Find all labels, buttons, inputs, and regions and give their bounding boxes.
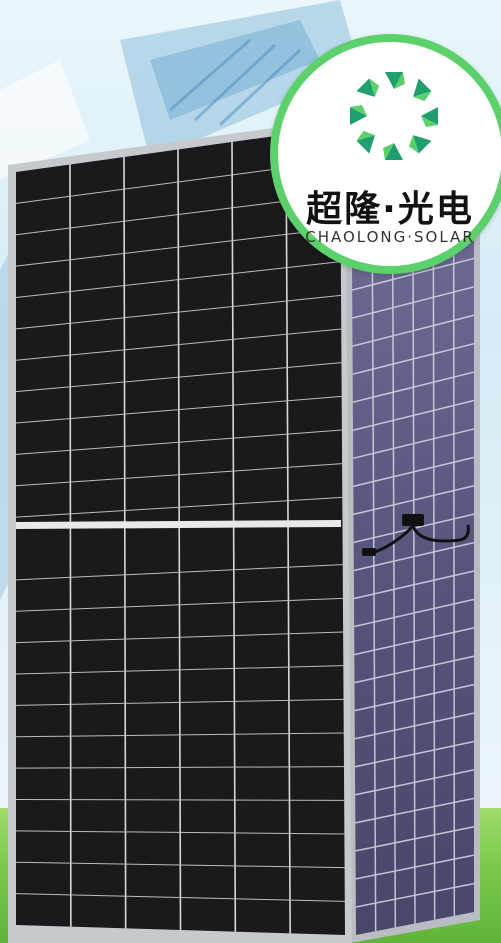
cell-row-line <box>15 766 344 769</box>
cell-row-line <box>15 463 343 487</box>
rear-cell-row-line <box>355 769 475 796</box>
cell-row-line <box>15 861 345 869</box>
rear-cell-row-line <box>354 598 475 628</box>
cell-row-line <box>15 429 342 455</box>
junction-box <box>402 514 424 526</box>
brand-name-english: CHAOLONG·SOLAR <box>305 228 475 246</box>
cell-row-line <box>15 732 344 738</box>
cell-column-line <box>69 164 72 927</box>
rear-cell-row-line <box>352 371 475 403</box>
rear-cell-row-line <box>354 627 475 656</box>
rear-cell-row-line <box>355 797 475 824</box>
logo-petal <box>356 78 380 97</box>
logo-petal-icon <box>350 72 438 160</box>
cell-row-line <box>15 893 345 902</box>
cell-row-line <box>15 564 343 581</box>
logo-petal <box>413 78 432 102</box>
logo-petal <box>356 130 375 154</box>
logo-petal <box>350 105 367 125</box>
rear-cell-row-line <box>352 342 475 375</box>
logo-petal <box>385 72 405 89</box>
rear-cell-row-line <box>352 314 475 347</box>
cell-row-line <box>15 496 343 518</box>
cell-row-line <box>15 261 341 298</box>
cell-row-line <box>15 830 345 835</box>
rear-cell-row-line <box>353 456 475 488</box>
cell-row-line <box>15 698 344 706</box>
rear-cell-row-line <box>355 826 475 852</box>
cell-row-line <box>15 328 342 361</box>
rear-cell-row-line <box>355 854 475 880</box>
rear-cell-row-line <box>354 712 475 740</box>
cell-row-line <box>15 294 342 330</box>
cell-row-line <box>15 227 341 267</box>
rear-cell-row-line <box>352 428 475 460</box>
rear-cell-row-line <box>353 541 475 572</box>
rear-cell-row-line <box>352 286 475 319</box>
cell-row-line <box>15 362 342 393</box>
rear-cell-row-line <box>354 740 475 768</box>
logo-petal <box>408 135 432 154</box>
logo-petal <box>383 143 403 160</box>
cell-row-line <box>15 631 344 644</box>
brand-logo-badge: 超隆·光电 CHAOLONG·SOLAR <box>270 34 501 274</box>
cell-row-line <box>15 395 342 424</box>
brand-name-chinese: 超隆·光电 <box>306 189 474 230</box>
rear-cell-row-line <box>355 882 475 908</box>
cell-row-line <box>15 665 344 675</box>
rear-cell-row-line <box>352 399 475 431</box>
cell-row-line <box>15 597 343 612</box>
rear-cell-row-line <box>351 257 475 291</box>
rear-cell-row-line <box>353 570 475 600</box>
cell-row-line <box>15 799 345 801</box>
logo-petal <box>421 107 438 127</box>
rear-cell-row-line <box>354 683 475 712</box>
rear-cell-row-line <box>353 485 475 516</box>
rear-cell-row-line <box>354 655 475 684</box>
